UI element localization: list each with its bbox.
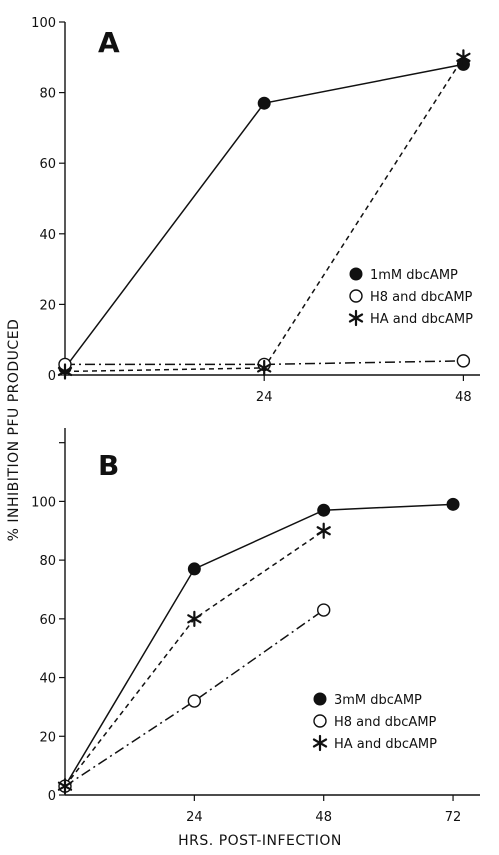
- panel-b-legend-marker-stroke: [312, 738, 328, 748]
- panel-a-series-ha-and-dbcamp-point-stroke: [257, 363, 272, 373]
- panel-b-x-tick-label: 48: [315, 810, 332, 825]
- panel-b-series-ha-and-dbcamp-point: [316, 522, 331, 539]
- panel-a-y-tick-label: 60: [39, 157, 56, 172]
- panel-a-series-ha-and-dbcamp-point: [57, 363, 73, 380]
- panel-b-series-h8-and-dbcamp-point: [187, 694, 202, 708]
- panel-a-legend-label: HA and dbcAMP: [370, 312, 473, 327]
- panel-b-y-tick-label: 0: [48, 789, 56, 804]
- panel-b-x-tick-label: 72: [445, 810, 462, 825]
- x-axis-title: HRS. POST-INFECTION: [178, 833, 342, 849]
- panel-b-y-tick-label: 20: [39, 730, 56, 745]
- panel-a-series-h8-and-dbcamp-point: [456, 354, 471, 368]
- panel-a-series-ha-and-dbcamp-point-stroke: [456, 52, 471, 62]
- panel-a-y-tick-label: 0: [48, 369, 56, 384]
- panel-b-series-h8-and-dbcamp-point: [317, 603, 331, 617]
- panel-a: 0 20 40 60 80 100 24 48 A 1mM dbcAMP H8 and dbcAMP…: [31, 16, 480, 405]
- panel-a-legend-marker: [348, 309, 364, 327]
- panel-a-legend-marker: [349, 267, 363, 281]
- panel-b-legend-marker: [312, 734, 328, 752]
- panel-b-series-3mm-dbcamp-point: [446, 497, 460, 511]
- panel-a-y-tick-label: 40: [39, 228, 56, 243]
- y-axis-title: % INHIBITION PFU PRODUCED: [6, 319, 22, 542]
- panel-a-y-tick-label: 20: [39, 298, 56, 313]
- panel-b-label: B: [98, 449, 119, 482]
- panel-b-y-tick-label: 60: [39, 613, 56, 628]
- panel-b-series-ha-and-dbcamp-point-stroke: [57, 781, 73, 791]
- panel-b-legend-label: 3mM dbcAMP: [334, 693, 422, 708]
- panel-b: 0 20 40 60 80 100 24 48 72 B 3mM dbcAMP H8 and dbcA…: [31, 428, 480, 825]
- panel-b-legend-marker: [313, 692, 327, 706]
- panel-a-x-tick-label: 48: [455, 390, 472, 405]
- panel-b-y-tick-label: 100: [31, 495, 56, 510]
- panel-a-series-ha-and-dbcamp-point: [456, 49, 471, 66]
- panel-b-series-ha-and-dbcamp-point: [187, 610, 202, 627]
- panel-b-series-ha-and-dbcamp-point-stroke: [316, 526, 331, 536]
- panel-a-series-ha-and-dbcamp-point-stroke: [57, 366, 73, 377]
- panel-a-y-tick-label: 100: [31, 16, 56, 31]
- panel-a-series-1mm-dbcamp-point: [257, 96, 271, 110]
- panel-a-legend-marker-stroke: [348, 313, 364, 323]
- panel-a-legend-marker: [349, 289, 363, 303]
- panel-b-series-3mm-dbcamp-point: [317, 503, 331, 517]
- panel-b-legend-marker: [313, 714, 327, 728]
- panel-a-series-ha-and-dbcamp-point: [257, 359, 272, 377]
- panel-b-series-3mm-dbcamp-point: [187, 562, 201, 576]
- panel-b-series-ha-and-dbcamp-point: [57, 778, 73, 795]
- panel-a-legend-label: 1mM dbcAMP: [370, 268, 458, 283]
- panel-b-y-tick-label: 40: [39, 672, 56, 687]
- panel-b-series-ha-and-dbcamp-point-stroke: [187, 614, 202, 624]
- panel-a-series-h8-and-dbcamp-line: [65, 360, 464, 366]
- panel-a-legend-label: H8 and dbcAMP: [370, 290, 473, 305]
- panel-b-series-3mm-dbcamp-line: [64, 503, 454, 787]
- panel-b-legend-label: HA and dbcAMP: [334, 737, 437, 752]
- panel-a-label: A: [98, 26, 120, 59]
- panel-b-y-tick-label: 80: [39, 554, 56, 569]
- panel-b-x-tick-label: 24: [186, 810, 203, 825]
- panel-a-x-tick-label: 24: [256, 390, 273, 405]
- panel-b-legend-label: H8 and dbcAMP: [334, 715, 437, 730]
- panel-a-y-tick-label: 80: [39, 87, 56, 102]
